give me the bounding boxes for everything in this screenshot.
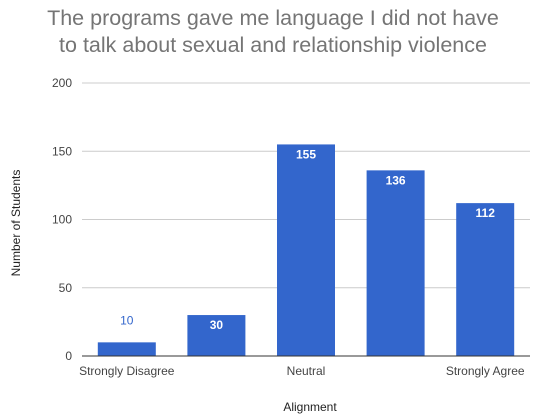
chart-title-line-1: The programs gave me language I did not … [47, 6, 499, 30]
y-tick-label: 0 [65, 349, 72, 363]
y-tick-label: 200 [52, 76, 72, 90]
y-axis-title: Number of Students [9, 170, 23, 277]
y-tick-label: 100 [52, 213, 72, 227]
bar [187, 315, 246, 356]
bar-value-label: 155 [296, 147, 316, 161]
y-tick-label: 150 [52, 144, 72, 158]
x-axis-ticks: Strongly Disagree Neutral Strongly Agree [79, 364, 525, 378]
bar [97, 342, 156, 356]
x-axis-title: Alignment [283, 400, 337, 414]
bar-value-label: 136 [386, 173, 406, 187]
chart-title-line-2: to talk about sexual and relationship vi… [59, 33, 487, 57]
bar [366, 170, 425, 356]
bars [97, 144, 515, 356]
bar [456, 203, 515, 356]
x-tick-label: Strongly Agree [446, 364, 525, 378]
bar-value-label: 30 [210, 318, 224, 332]
bar [277, 144, 335, 356]
x-tick-label: Strongly Disagree [79, 364, 175, 378]
x-tick-label: Neutral [287, 364, 326, 378]
y-axis-ticks: 0 50 100 150 200 [52, 76, 72, 363]
bar-value-label: 112 [476, 206, 496, 220]
bar-value-labels: 10 30 155 136 112 [120, 147, 495, 332]
y-tick-label: 50 [59, 281, 73, 295]
bar-value-label: 10 [120, 313, 134, 327]
